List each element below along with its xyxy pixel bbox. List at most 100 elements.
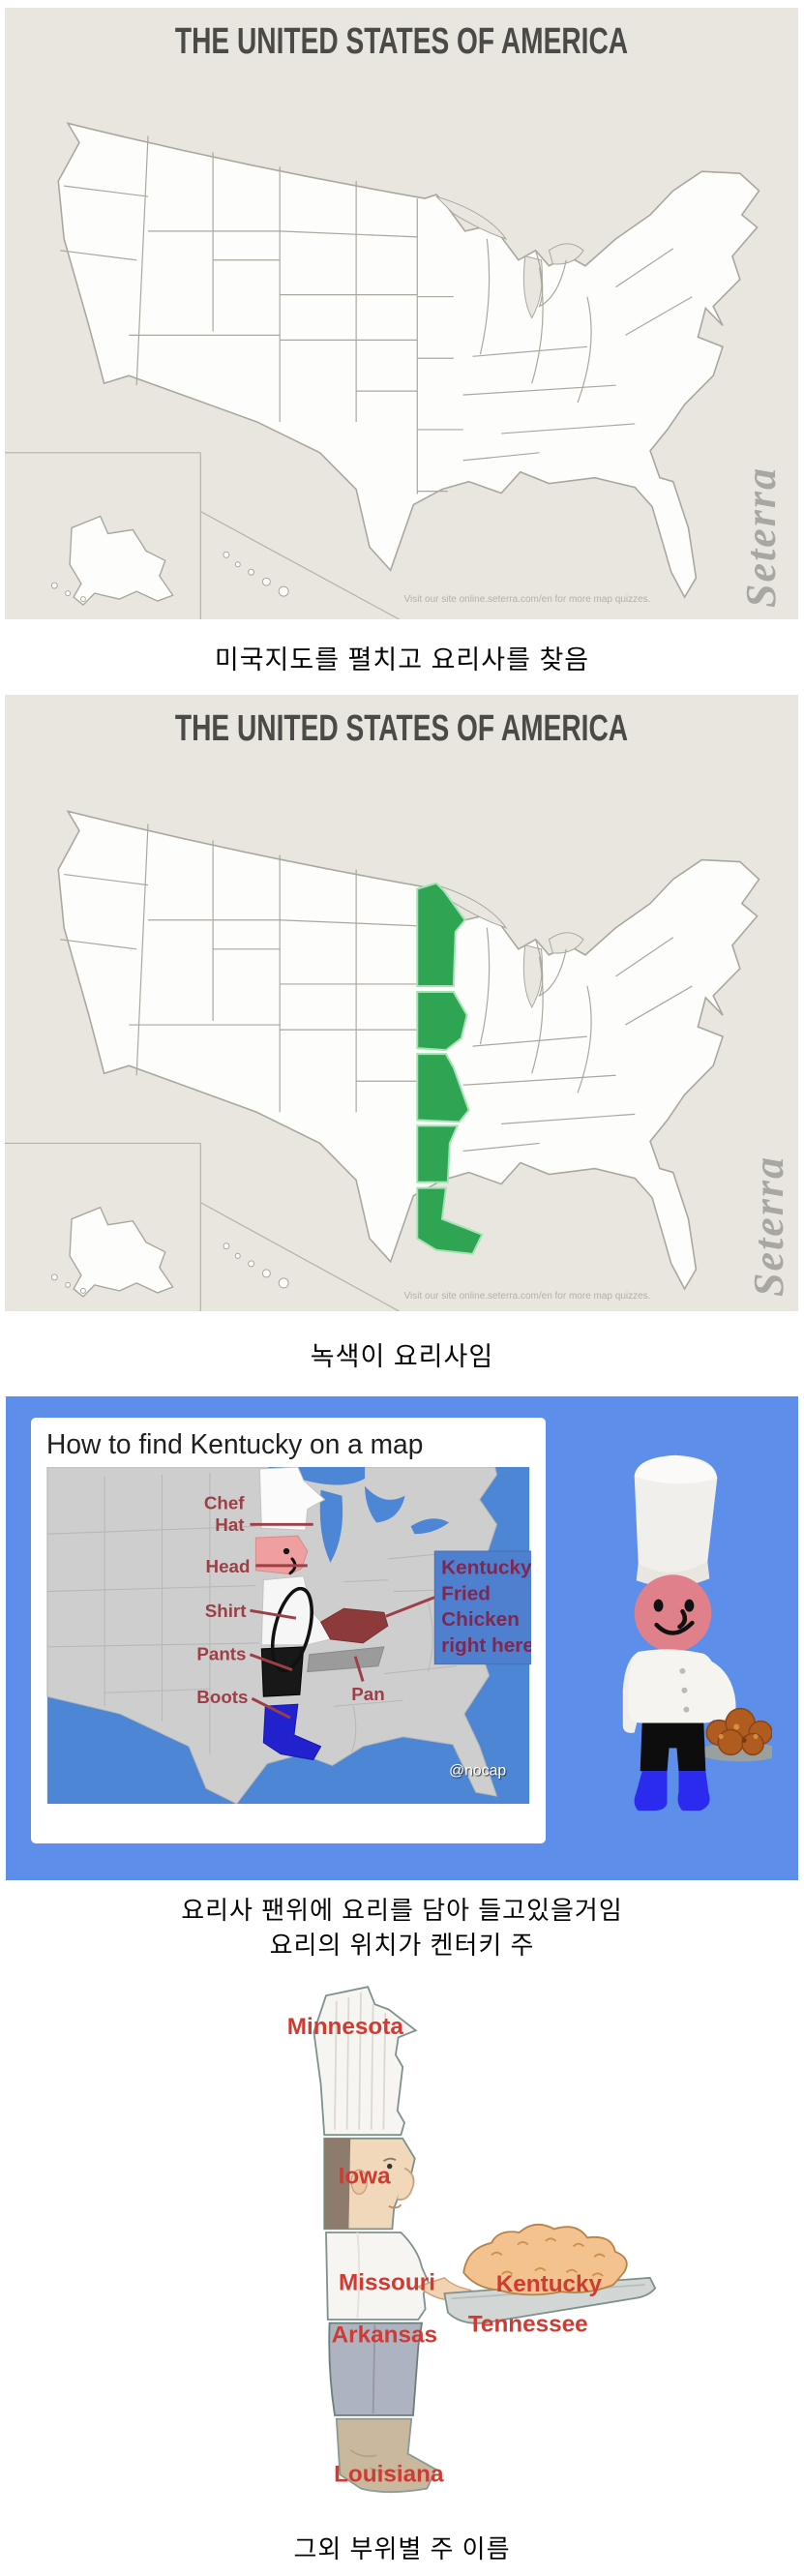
meme-map-graphic: Chef Hat Head Shirt Pants Boots Pan Kent…	[46, 1467, 531, 1804]
hawaii-inset	[223, 1243, 289, 1289]
us-map-graphic	[5, 122, 760, 619]
seterra-footer-note: Visit our site online.seterra.com/en for…	[403, 1291, 651, 1302]
louisiana-state	[262, 1703, 322, 1761]
caption-line1: 요리사 팬위에 요리를 담아 들고있을거임	[181, 1895, 623, 1925]
chef-hat	[634, 1454, 718, 1576]
caption-text: 미국지도를 펼치고 요리사를 찾음	[214, 644, 590, 674]
head-hair	[324, 2138, 351, 2230]
jacket-buttons	[679, 1667, 690, 1713]
label-shirt: Shirt	[205, 1601, 247, 1621]
state-shirt-missouri	[325, 2232, 431, 2321]
chef-jacket	[628, 1649, 718, 1723]
inset-divider-lines	[5, 452, 400, 619]
kfc-line: Fried	[441, 1582, 491, 1604]
minnesota-state	[258, 1467, 326, 1531]
kfc-note-text: Kentucky Fried Chicken right here	[441, 1557, 531, 1657]
chef-boot-right	[677, 1771, 710, 1812]
chicken-texture	[491, 2237, 606, 2277]
label-chef: Chef	[204, 1493, 245, 1513]
label-louisiana: Louisiana	[334, 2461, 444, 2487]
kfc-note-box	[433, 1550, 531, 1665]
hat-pleats	[334, 1992, 387, 2130]
lake-erie	[410, 1518, 450, 1535]
chef-states-figure-section: Minnesota Iowa Missouri Kentucky Tenness…	[0, 1980, 804, 2518]
meme-labels: Chef Hat Head Shirt Pants Boots Pan	[196, 1493, 384, 1708]
state-chicken-kentucky	[462, 2223, 628, 2296]
label-pan: Pan	[351, 1684, 384, 1704]
lake-superior	[435, 195, 508, 240]
meme-title: How to find Kentucky on a map	[46, 1429, 424, 1460]
map-title: THE UNITED STATES OF AMERICA	[174, 708, 629, 749]
us-outline	[57, 122, 760, 599]
green-state-louisiana	[416, 1186, 484, 1255]
chef-eye-left	[653, 1599, 664, 1612]
green-state-arkansas	[416, 1124, 460, 1183]
label-kentucky: Kentucky	[496, 2271, 603, 2297]
aleutian-islands	[50, 582, 86, 603]
label-boots: Boots	[196, 1687, 248, 1707]
lake-michigan	[319, 1489, 343, 1563]
kentucky-meme-section: How to find Kentucky on a map	[6, 1396, 798, 1880]
head-nose	[397, 2167, 415, 2201]
lake-superior	[435, 884, 508, 929]
label-hat: Hat	[215, 1514, 245, 1535]
caption-line2: 요리의 위치가 켄터키 주	[269, 1930, 535, 1960]
map-title: THE UNITED STATES OF AMERICA	[174, 21, 629, 62]
nocap-watermark: @nocap	[449, 1762, 506, 1779]
kentucky-state	[319, 1607, 389, 1644]
seterra-watermark: Seterra	[745, 1155, 792, 1297]
caption-text: 그외 부위별 주 이름	[293, 2533, 511, 2563]
caption-other-states: 그외 부위별 주 이름	[0, 2518, 804, 2576]
caption-chef-pan: 요리사 팬위에 요리를 담아 들고있을거임 요리의 위치가 켄터키 주	[0, 1880, 804, 1974]
chef-shorts	[640, 1722, 706, 1772]
state-borders	[60, 824, 693, 1153]
figure-labels: Minnesota Iowa Missouri Kentucky Tenness…	[287, 2014, 603, 2488]
label-missouri: Missouri	[339, 2269, 435, 2295]
caption-find-chef: 미국지도를 펼치고 요리사를 찾음	[0, 619, 804, 695]
lake-huron	[548, 932, 584, 954]
chef-face	[634, 1574, 712, 1652]
lake-michigan	[522, 255, 543, 319]
green-state-minnesota	[416, 882, 466, 987]
state-boots-louisiana	[335, 2417, 437, 2494]
label-head: Head	[206, 1556, 251, 1576]
label-tennessee: Tennessee	[468, 2312, 588, 2338]
aleutian-islands	[50, 1273, 86, 1294]
lake-huron	[548, 243, 584, 265]
chef-states-illustration: Minnesota Iowa Missouri Kentucky Tenness…	[287, 1986, 657, 2494]
head-brow	[382, 2157, 397, 2162]
shirt-crease	[356, 2232, 361, 2319]
seterra-map-green-section: THE UNITED STATES OF AMERICA	[5, 695, 798, 1311]
chef-eye-right	[684, 1599, 695, 1612]
meme-card: How to find Kentucky on a map	[31, 1418, 546, 1843]
hawaii-inset	[223, 551, 289, 597]
iowa-state	[254, 1535, 309, 1575]
alaska-inset	[69, 515, 174, 607]
state-hat-minnesota	[313, 1986, 418, 2137]
us-outline	[57, 810, 760, 1291]
seterra-watermark: Seterra	[737, 466, 785, 608]
us-map-green-graphic	[5, 810, 760, 1311]
boots-texture	[349, 2449, 400, 2472]
head-ear	[350, 2169, 368, 2196]
face-eye	[283, 1547, 290, 1555]
pants-crease	[372, 2324, 376, 2414]
kfc-line: Kentucky	[441, 1557, 531, 1579]
label-pants: Pants	[196, 1644, 246, 1664]
green-state-missouri	[416, 1053, 470, 1123]
alaska-inset	[69, 1206, 174, 1298]
chef-nose-smile	[654, 1608, 695, 1635]
leader-lines	[249, 1522, 438, 1720]
tennessee-state	[307, 1646, 385, 1673]
seterra-footer-note: Visit our site online.seterra.com/en for…	[403, 594, 651, 605]
inset-divider-lines	[5, 1142, 400, 1311]
green-state-iowa	[416, 990, 468, 1052]
state-pants-arkansas	[328, 2321, 424, 2416]
lake-michigan	[522, 944, 543, 1009]
label-arkansas: Arkansas	[332, 2321, 437, 2348]
green-chef-states	[416, 882, 484, 1255]
caption-green-is-chef: 녹색이 요리사임	[0, 1311, 804, 1396]
fried-chicken-pile	[705, 1707, 772, 1756]
chef-arm-right	[700, 1657, 736, 1725]
label-minnesota: Minnesota	[287, 2014, 404, 2040]
